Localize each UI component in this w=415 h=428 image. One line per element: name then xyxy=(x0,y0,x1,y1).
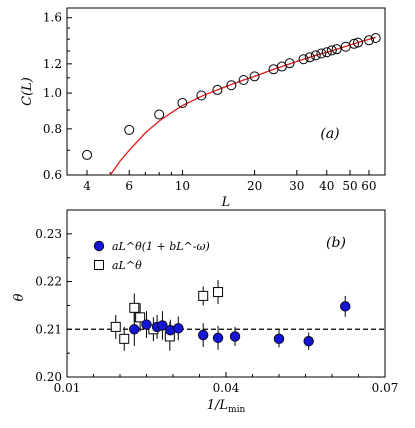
x-tick-label: 40 xyxy=(319,179,334,193)
y-tick-label: 0.23 xyxy=(35,227,62,241)
data-square xyxy=(129,302,140,313)
data-circle xyxy=(273,333,285,345)
legend-marker-square xyxy=(94,260,104,270)
x-tick-label: 4 xyxy=(83,179,91,193)
x-tick-label: 60 xyxy=(361,179,376,193)
x-tick-label: 50 xyxy=(342,179,357,193)
data-point-a xyxy=(249,71,260,82)
legend: aL^θ(1 + bL^-ω) aL^θ xyxy=(93,240,210,272)
y-tick-label: 0.20 xyxy=(35,370,62,384)
y-tick-label: 1.0 xyxy=(43,86,62,100)
data-circle xyxy=(229,331,241,342)
data-point-a xyxy=(310,50,321,61)
data-point-a xyxy=(370,32,381,43)
data-point-a xyxy=(154,109,165,120)
data-square xyxy=(119,333,130,344)
data-point-a xyxy=(363,35,374,46)
panel-a: 4 6 10 20 30 40 50 60 0.6 0.8 1.0 1.2 1.6 L C(L) (a) xyxy=(20,7,386,210)
data-circle xyxy=(141,319,152,330)
x-tick-label: 30 xyxy=(289,179,304,193)
y-tick-label: 1.6 xyxy=(43,11,62,25)
data-point-a xyxy=(196,90,207,101)
data-square xyxy=(198,290,209,301)
data-point-a xyxy=(316,48,327,59)
y-tick-label: 0.6 xyxy=(43,168,62,182)
y-tick-label: 0.22 xyxy=(35,275,62,289)
data-circle xyxy=(129,324,140,335)
y-axis-label-a: C(L) xyxy=(20,77,35,106)
data-point-a xyxy=(349,38,360,49)
x-tick-label: 6 xyxy=(125,179,133,193)
x-tick-label: 0.01 xyxy=(54,381,81,395)
panel-b: 0.01 0.04 0.07 0.20 0.21 0.22 0.23 1/Lmin θ (b) aL… xyxy=(12,209,399,415)
x-axis-label-b: 1/Lmin xyxy=(207,398,246,415)
legend-marker-circle xyxy=(93,240,105,252)
x-label-main: 1/L xyxy=(207,398,228,413)
x-tick-label: 0.07 xyxy=(372,381,399,395)
data-point-a xyxy=(352,37,363,48)
data-circle xyxy=(340,301,351,312)
y-tick-label: 0.21 xyxy=(35,322,62,336)
data-point-a xyxy=(298,54,309,65)
data-point-a xyxy=(238,75,249,86)
data-circle xyxy=(198,329,209,341)
plot-frame-a xyxy=(66,7,386,176)
data-square xyxy=(213,287,224,298)
panel-label-a: (a) xyxy=(320,126,339,142)
x-tick-label: 20 xyxy=(247,179,262,193)
data-point-a xyxy=(331,44,342,55)
y-tick-label: 1.2 xyxy=(43,57,62,71)
legend-label-circle: aL^θ(1 + bL^-ω) xyxy=(112,240,210,253)
data-square xyxy=(135,312,146,323)
x-label-sub: min xyxy=(228,405,245,415)
legend-label-square: aL^θ xyxy=(112,259,142,272)
data-circle xyxy=(157,320,168,331)
data-circle xyxy=(303,336,314,347)
data-point-a xyxy=(226,80,237,91)
data-point-a xyxy=(284,58,295,69)
y-tick-label: 0.8 xyxy=(43,122,62,136)
y-axis-label-b: θ xyxy=(12,293,27,301)
x-tick-label: 0.04 xyxy=(213,381,240,395)
data-point-a xyxy=(82,149,93,160)
fit-curve xyxy=(109,36,376,175)
data-circle xyxy=(173,323,184,334)
data-square xyxy=(110,321,121,332)
data-point-a xyxy=(321,47,332,58)
data-point-a xyxy=(326,45,337,56)
data-point-a xyxy=(177,98,188,109)
data-point-a xyxy=(124,124,135,135)
data-point-a xyxy=(212,84,223,95)
x-tick-label: 10 xyxy=(175,179,190,193)
x-axis-label-a: L xyxy=(221,195,231,210)
data-circle xyxy=(212,332,224,344)
panel-label-b: (b) xyxy=(326,235,346,251)
data-point-a xyxy=(304,52,315,63)
